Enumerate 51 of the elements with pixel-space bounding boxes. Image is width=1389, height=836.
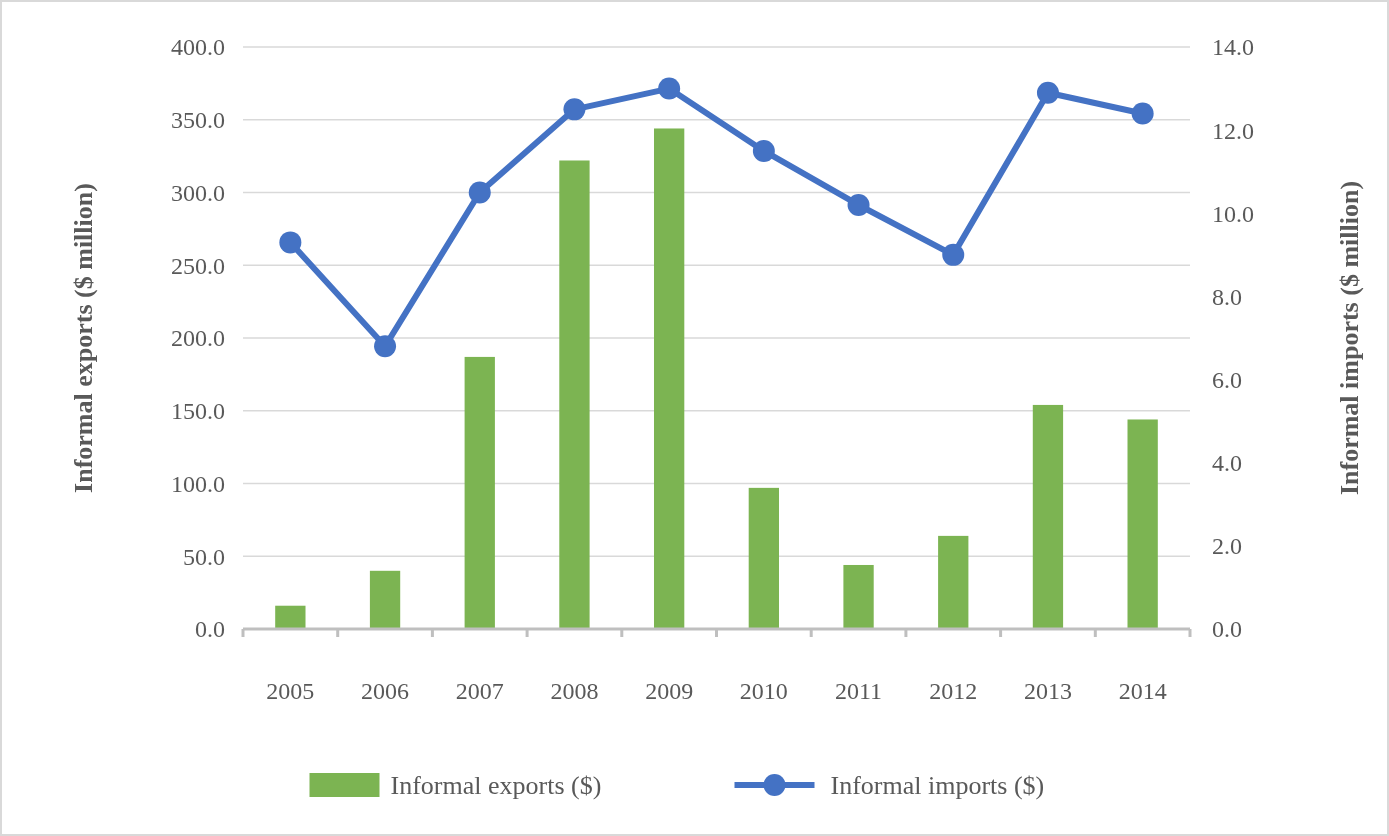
y-tick-label: 350.0 (171, 107, 225, 134)
point (942, 243, 965, 266)
y2-tick-label: 14.0 (1212, 34, 1254, 61)
x-tick-label: 2011 (835, 678, 883, 704)
legend-label: Informal exports ($) (390, 771, 602, 801)
y-tick-label: 200.0 (171, 325, 225, 352)
point (279, 231, 302, 254)
y2-tick-label: 8.0 (1212, 283, 1242, 310)
y2-axis-title: Informal imports ($ million) (1335, 180, 1364, 496)
y2-tick-label: 0.0 (1212, 616, 1242, 643)
x-tick-label: 2013 (1023, 678, 1072, 704)
bar (748, 487, 779, 629)
y2-tick-label: 6.0 (1212, 366, 1242, 393)
x-tick-label: 2008 (550, 678, 599, 704)
y-tick-label: 50.0 (183, 543, 225, 570)
x-tick-label: 2009 (645, 678, 694, 704)
x-tick-label: 2007 (455, 678, 504, 704)
point (374, 335, 397, 358)
bar (938, 535, 969, 629)
y2-tick-label: 2.0 (1212, 533, 1242, 560)
point (563, 98, 586, 121)
bar (654, 128, 685, 629)
y2-tick-label: 4.0 (1212, 450, 1242, 477)
x-tick-label: 2012 (929, 678, 978, 704)
bar (1032, 404, 1064, 629)
point (752, 139, 775, 162)
point (658, 77, 681, 100)
y2-tick-label: 10.0 (1212, 200, 1254, 227)
bar (275, 605, 306, 629)
y-axis-title: Informal exports ($ million) (69, 183, 98, 493)
point (1131, 102, 1154, 125)
y-tick-label: 300.0 (171, 179, 225, 206)
bar (559, 160, 590, 629)
x-tick-label: 2010 (739, 678, 788, 704)
point (468, 181, 491, 204)
bar (843, 564, 874, 629)
y-tick-label: 250.0 (171, 252, 225, 279)
y-tick-label: 150.0 (171, 398, 225, 425)
y-tick-label: 400.0 (171, 34, 225, 61)
y-tick-label: 100.0 (171, 470, 225, 497)
y2-tick-label: 12.0 (1212, 117, 1254, 144)
bar (1127, 419, 1158, 629)
bar (369, 570, 401, 629)
point (1036, 81, 1059, 104)
legend-label: Informal imports ($) (830, 771, 1045, 801)
x-tick-label: 2006 (361, 678, 410, 704)
bar (464, 356, 495, 629)
x-tick-label: 2005 (266, 678, 315, 704)
y-tick-label: 0.0 (195, 616, 225, 643)
x-tick-label: 2014 (1118, 678, 1167, 704)
point (847, 193, 870, 216)
